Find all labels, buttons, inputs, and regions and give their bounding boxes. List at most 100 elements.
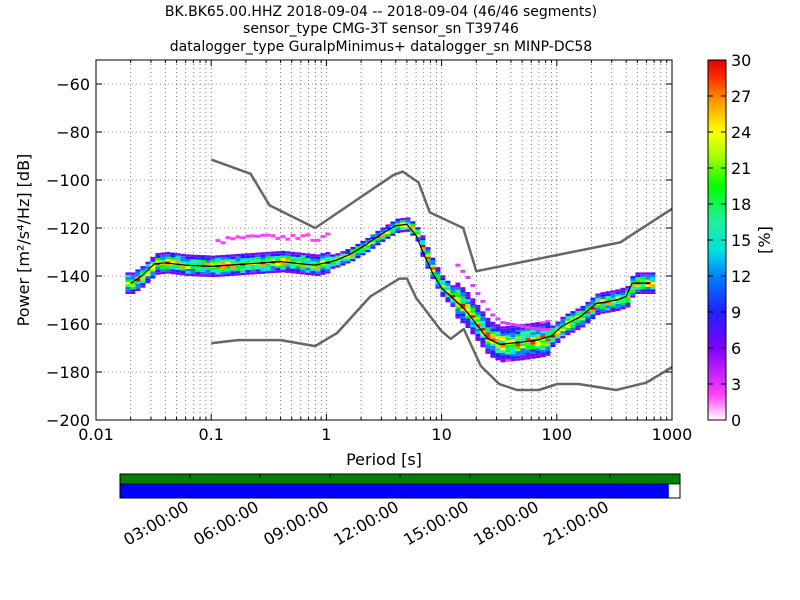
psd-cell [395, 228, 401, 231]
psd-cell [550, 330, 556, 333]
psd-cell [465, 301, 471, 304]
psd-cell [185, 261, 191, 264]
psd-cell [305, 233, 311, 237]
y-tick-label: −100 [46, 171, 90, 190]
psd-cell [575, 325, 581, 328]
psd-cell [315, 254, 321, 257]
psd-cell [145, 261, 151, 265]
psd-cell [300, 269, 306, 273]
psd-cell [600, 311, 606, 314]
psd-cell [205, 272, 211, 275]
psd-cell [505, 325, 511, 329]
psd-cell [630, 290, 636, 293]
psd-cell [540, 345, 546, 348]
psd-cell [355, 251, 361, 254]
psd-cell [310, 256, 316, 259]
psd-cell [645, 274, 651, 278]
psd-cell [475, 304, 481, 308]
psd-cell [280, 235, 286, 239]
psd-cell [530, 346, 536, 350]
psd-cell [635, 277, 641, 280]
psd-cell [645, 272, 651, 275]
psd-cell [555, 321, 561, 324]
psd-cell [390, 233, 396, 236]
psd-cell [170, 252, 176, 255]
psd-cell [285, 263, 291, 266]
psd-cell [190, 261, 196, 265]
psd-cell [240, 256, 246, 259]
psd-cell [320, 258, 326, 261]
psd-cell [650, 291, 656, 294]
psd-cell [490, 348, 496, 351]
psd-cell [595, 298, 601, 301]
psd-cell [140, 278, 146, 281]
psd-cell [560, 316, 566, 320]
psd-cell [590, 314, 596, 317]
psd-cell [515, 353, 521, 356]
psd-cell [475, 309, 481, 313]
psd-cell [440, 275, 446, 278]
psd-cell [270, 265, 276, 269]
psd-cell [575, 313, 581, 316]
psd-cell [320, 260, 326, 263]
psd-cell [160, 264, 166, 267]
colorbar-label: [%] [755, 226, 774, 254]
psd-cell [640, 286, 646, 290]
psd-cell [155, 267, 161, 270]
psd-cell [640, 274, 646, 278]
psd-cell [190, 273, 196, 277]
psd-cell [355, 243, 361, 247]
psd-cell [150, 273, 156, 277]
psd-cell [210, 272, 216, 275]
psd-cell [475, 326, 481, 329]
psd-cell [410, 228, 416, 231]
psd-cell [540, 342, 546, 346]
psd-cell [425, 247, 431, 250]
psd-cell [250, 234, 256, 238]
psd-cell [480, 342, 486, 345]
psd-cell [250, 272, 256, 275]
psd-cell [650, 286, 656, 290]
psd-cell [145, 280, 151, 284]
psd-cell [320, 262, 326, 266]
psd-cell [535, 322, 541, 325]
psd-cell [180, 273, 186, 276]
psd-cell [135, 271, 141, 275]
colorbar-tick-label: 12 [731, 267, 751, 286]
psd-cell [130, 284, 136, 287]
psd-cell [315, 256, 321, 260]
psd-cell [195, 269, 201, 272]
psd-cell [525, 352, 531, 355]
psd-cell [455, 297, 461, 300]
psd-cell [530, 322, 536, 326]
psd-cell [335, 262, 341, 266]
psd-cell [505, 352, 511, 355]
psd-cell [215, 239, 221, 243]
psd-cell [130, 291, 136, 294]
psd-cell [475, 331, 481, 334]
psd-cell [245, 260, 251, 263]
psd-cell [250, 269, 256, 273]
psd-cell [140, 285, 146, 288]
psd-cell [570, 311, 576, 314]
psd-cell [530, 356, 536, 359]
psd-cell [210, 258, 216, 261]
psd-cell [135, 288, 141, 291]
psd-cell [270, 263, 276, 266]
psd-cell [420, 237, 426, 241]
psd-cell [500, 326, 506, 329]
psd-cell [450, 287, 456, 291]
psd-cell [585, 318, 591, 321]
psd-cell [480, 337, 486, 341]
psd-cell [485, 317, 491, 321]
psd-cell [265, 256, 271, 259]
timeline-tick-label: 15:00:00 [400, 497, 472, 549]
psd-cell [295, 271, 301, 274]
psd-cell [540, 352, 546, 355]
psd-cell [300, 264, 306, 268]
psd-cell [615, 299, 621, 302]
psd-cell [340, 263, 346, 266]
psd-cell [430, 262, 436, 265]
psd-cell [480, 325, 486, 329]
psd-cell [240, 268, 246, 271]
